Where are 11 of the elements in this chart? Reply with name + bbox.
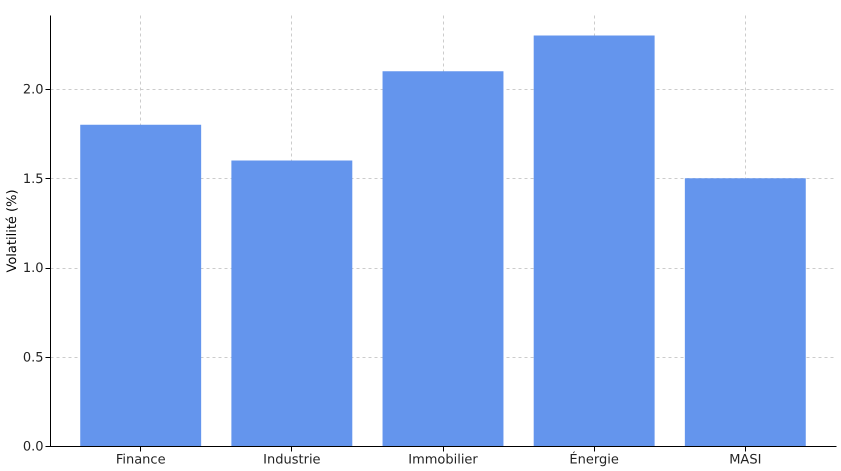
y-tick-label: 1.5 — [22, 172, 44, 187]
x-tick-label: MASI — [729, 452, 762, 468]
x-tick-label: Finance — [116, 452, 166, 468]
y-axis-title: Volatilité (%) — [4, 189, 20, 273]
y-tick-label: 1.0 — [22, 261, 44, 276]
y-tick-label: 0.5 — [22, 350, 44, 366]
y-tick-label: 2.0 — [22, 82, 44, 98]
x-tick-label: Immobilier — [408, 452, 478, 468]
x-tick-label: Énergie — [569, 450, 619, 468]
y-tick-label: 0.0 — [22, 440, 44, 454]
x-tick-label: Industrie — [263, 452, 321, 468]
